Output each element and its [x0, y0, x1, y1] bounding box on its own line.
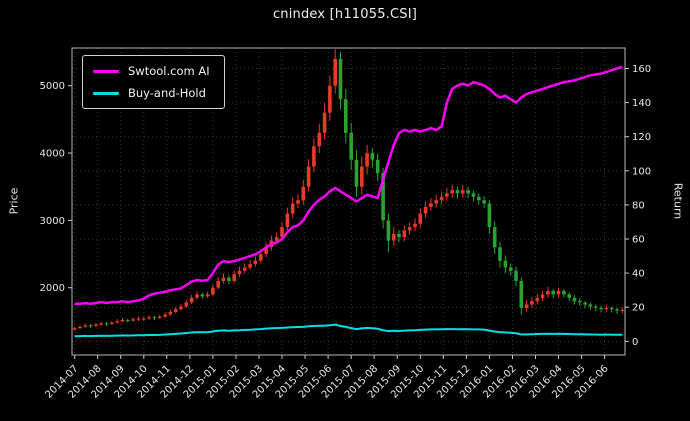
- legend-item-ai: Swtool.com AI: [93, 64, 210, 78]
- svg-text:120: 120: [632, 132, 651, 143]
- svg-text:60: 60: [632, 235, 645, 246]
- ai-line-swatch: [93, 69, 119, 73]
- right-axis-label: Return: [671, 182, 685, 220]
- legend-item-bh: Buy-and-Hold: [93, 86, 210, 100]
- svg-text:80: 80: [632, 200, 645, 211]
- bh-line-swatch: [93, 91, 119, 95]
- chart-title: cnindex [h11055.CSI]: [272, 7, 418, 22]
- chart-legend: Swtool.com AI Buy-and-Hold: [82, 55, 225, 109]
- svg-text:2000: 2000: [40, 283, 65, 294]
- svg-text:140: 140: [632, 98, 651, 109]
- legend-label-ai: Swtool.com AI: [128, 64, 210, 78]
- svg-text:3000: 3000: [40, 216, 65, 227]
- svg-text:4000: 4000: [40, 149, 65, 160]
- svg-text:40: 40: [632, 269, 645, 280]
- svg-text:100: 100: [632, 166, 651, 177]
- svg-text:0: 0: [632, 337, 638, 348]
- svg-text:5000: 5000: [40, 81, 65, 92]
- left-axis-label: Price: [7, 187, 21, 215]
- legend-label-bh: Buy-and-Hold: [128, 86, 206, 100]
- svg-text:20: 20: [632, 303, 645, 314]
- svg-text:160: 160: [632, 64, 651, 75]
